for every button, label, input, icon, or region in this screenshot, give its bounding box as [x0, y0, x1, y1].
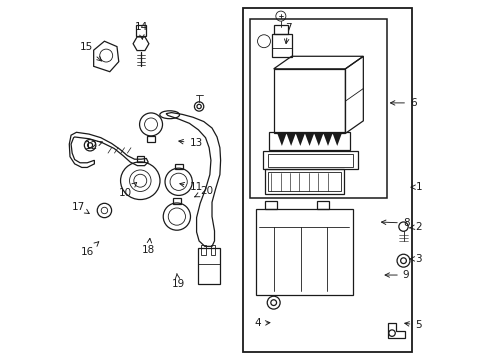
Bar — [263, 151, 358, 169]
Bar — [274, 25, 288, 34]
Bar — [173, 198, 181, 204]
Polygon shape — [314, 134, 323, 146]
Text: 8: 8 — [382, 218, 410, 228]
Bar — [137, 156, 144, 162]
Text: 17: 17 — [72, 202, 89, 213]
Polygon shape — [296, 134, 305, 146]
Bar — [265, 201, 277, 209]
Bar — [272, 34, 292, 57]
Polygon shape — [323, 134, 333, 146]
Text: 4: 4 — [254, 319, 270, 328]
Bar — [243, 8, 412, 352]
Text: 18: 18 — [142, 238, 155, 255]
Polygon shape — [305, 134, 314, 146]
Bar — [136, 25, 146, 36]
Text: 9: 9 — [385, 270, 410, 280]
Bar — [268, 172, 341, 192]
Bar — [211, 244, 215, 255]
Bar — [265, 169, 343, 194]
Bar — [270, 132, 350, 149]
Text: 2: 2 — [410, 222, 422, 231]
Bar — [175, 163, 183, 169]
Text: 14: 14 — [134, 22, 147, 39]
Polygon shape — [277, 134, 287, 146]
Text: 16: 16 — [81, 242, 99, 257]
Text: 6: 6 — [391, 98, 416, 108]
Text: 1: 1 — [411, 182, 422, 192]
Bar — [269, 154, 353, 167]
Bar — [274, 69, 345, 134]
Bar — [256, 209, 353, 295]
Bar — [201, 244, 205, 255]
Polygon shape — [287, 134, 296, 146]
Bar — [250, 19, 387, 198]
Text: 5: 5 — [405, 320, 422, 330]
Text: 12: 12 — [85, 141, 102, 151]
Bar — [198, 248, 220, 284]
Text: 13: 13 — [179, 139, 203, 148]
Text: 7: 7 — [285, 23, 292, 44]
Text: 19: 19 — [172, 274, 185, 289]
Text: 3: 3 — [410, 254, 422, 264]
Bar — [147, 136, 155, 142]
Polygon shape — [333, 134, 342, 146]
Text: 20: 20 — [195, 186, 213, 197]
Bar — [317, 201, 329, 209]
Text: 10: 10 — [119, 183, 137, 198]
Text: 11: 11 — [180, 182, 203, 192]
Text: 15: 15 — [79, 42, 101, 61]
